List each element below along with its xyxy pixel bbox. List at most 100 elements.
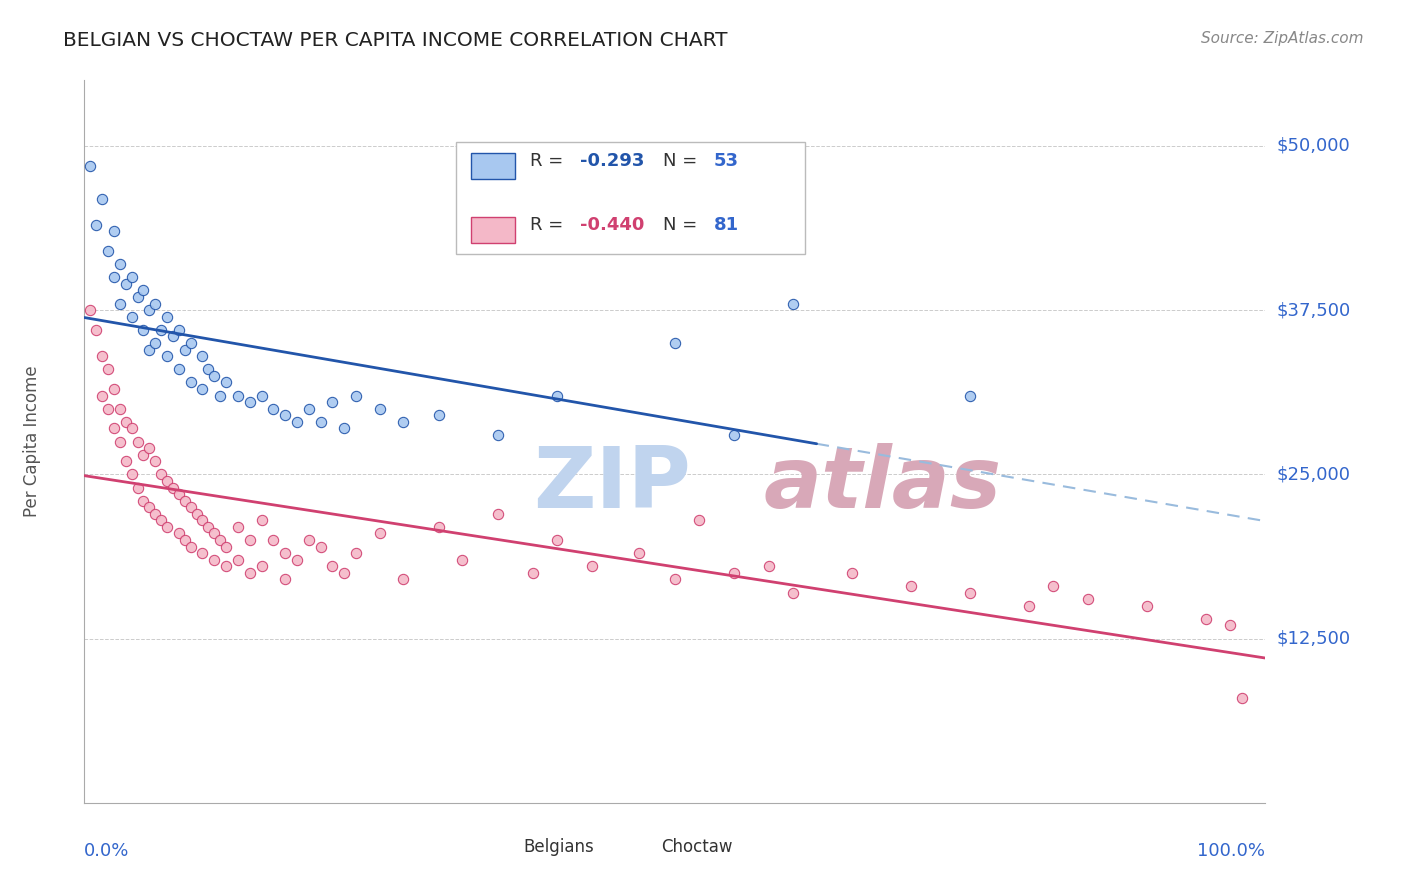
Point [167,323,190,337]
Point [1230,690,1253,705]
Point [215,540,238,554]
Point [309,415,332,429]
Point [156,349,179,363]
Point [344,388,367,402]
Point [191,546,214,560]
Point [209,388,232,402]
Point [150,467,173,482]
Point [628,546,651,560]
Point [274,573,297,587]
Point [239,566,262,580]
Point [959,585,981,599]
Point [138,500,160,515]
Point [103,421,125,435]
Point [173,343,195,357]
Text: $37,500: $37,500 [1277,301,1351,319]
Point [664,336,686,351]
Point [841,566,863,580]
Point [758,559,780,574]
Point [202,553,225,567]
Point [321,559,343,574]
Point [723,566,745,580]
Text: Source: ZipAtlas.com: Source: ZipAtlas.com [1201,31,1364,46]
Point [202,368,225,383]
Point [451,553,474,567]
Point [298,401,321,416]
Point [285,553,308,567]
Point [723,428,745,442]
Point [132,284,155,298]
Text: $12,500: $12,500 [1277,630,1351,648]
Point [900,579,922,593]
Point [688,513,710,527]
Point [162,329,184,343]
Point [180,500,202,515]
Point [368,526,391,541]
Point [108,296,131,310]
Point [250,559,273,574]
Point [215,376,238,390]
Point [321,395,343,409]
FancyBboxPatch shape [471,217,516,243]
Point [782,296,804,310]
Point [262,533,284,547]
Point [150,513,173,527]
Text: ZIP: ZIP [533,443,690,526]
FancyBboxPatch shape [457,142,804,253]
Point [344,546,367,560]
FancyBboxPatch shape [616,836,651,858]
Point [180,376,202,390]
Point [91,388,114,402]
Point [191,349,214,363]
Text: N =: N = [664,216,703,234]
Point [959,388,981,402]
Text: -0.440: -0.440 [581,216,645,234]
Point [191,382,214,396]
Point [91,349,114,363]
Point [108,401,131,416]
Point [103,224,125,238]
Point [173,493,195,508]
Point [274,546,297,560]
Point [191,513,214,527]
Point [167,487,190,501]
Point [97,362,120,376]
Text: atlas: atlas [763,443,1001,526]
Point [1136,599,1159,613]
Point [167,526,190,541]
Point [132,448,155,462]
Point [121,270,143,285]
Point [103,270,125,285]
Point [156,310,179,324]
Text: $25,000: $25,000 [1277,466,1351,483]
Point [427,409,450,423]
Text: -0.293: -0.293 [581,153,645,170]
Point [333,566,356,580]
Point [782,585,804,599]
Text: 81: 81 [714,216,740,234]
Point [121,310,143,324]
Point [209,533,232,547]
FancyBboxPatch shape [471,153,516,179]
Point [239,395,262,409]
Point [138,441,160,455]
Point [581,559,603,574]
Point [132,493,155,508]
Point [84,218,107,232]
Point [546,533,568,547]
Point [121,421,143,435]
Point [167,362,190,376]
Point [84,323,107,337]
Point [285,415,308,429]
Point [79,303,101,318]
Point [143,296,166,310]
Point [108,257,131,271]
Text: BELGIAN VS CHOCTAW PER CAPITA INCOME CORRELATION CHART: BELGIAN VS CHOCTAW PER CAPITA INCOME COR… [63,31,728,50]
Point [173,533,195,547]
Point [664,573,686,587]
Point [392,415,415,429]
Point [392,573,415,587]
Point [132,323,155,337]
Point [114,454,136,468]
Text: 0.0%: 0.0% [84,842,129,860]
